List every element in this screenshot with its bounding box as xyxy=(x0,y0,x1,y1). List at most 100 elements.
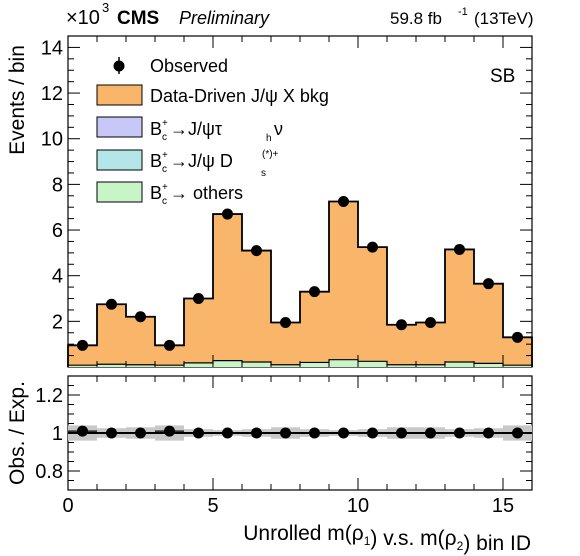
ratio-point-14 xyxy=(454,427,465,439)
ratio-point-3 xyxy=(135,427,146,439)
main-y-tick-label-6: 12 xyxy=(41,83,63,105)
others-bar-12 xyxy=(387,364,416,367)
region-label: SB xyxy=(490,66,515,87)
ratio-x-axis: 0 5 10 15 xyxy=(62,376,533,517)
legend-bc-tau-b: B xyxy=(150,119,162,139)
others-bar-15 xyxy=(474,363,503,367)
legend-bc-others-sub: c xyxy=(162,196,167,207)
others-bar-9 xyxy=(300,362,329,367)
legend-item-bc-tau: B + c →J/ψτ h ν xyxy=(96,116,283,144)
bkg-bar-6 xyxy=(213,214,242,367)
x-tick-label-4: 15 xyxy=(492,495,514,517)
bkg-bar-1 xyxy=(68,345,97,367)
bkg-bar-15 xyxy=(474,283,503,367)
ratio-point-2 xyxy=(106,427,117,439)
bkg-bar-8 xyxy=(271,322,300,367)
legend-item-bkg: Data-Driven J/ψ X bkg xyxy=(96,84,329,106)
main-y-tick-label-3: 6 xyxy=(52,220,63,242)
main-y-tick-label-5: 10 xyxy=(41,129,63,151)
ratio-plot-panel: 0.8 1 1.2 0 5 10 15 Obs. / Exp. xyxy=(6,375,533,517)
header: ×10 3 CMS Preliminary 59.8 fb -1 (13TeV) xyxy=(66,0,534,29)
main-x-ticks xyxy=(67,36,533,367)
observed-point-7 xyxy=(251,245,262,257)
main-y-tick-label-4: 8 xyxy=(52,174,63,196)
others-bar-13 xyxy=(416,364,445,367)
legend-bc-ds-sub: c xyxy=(162,164,167,175)
others-bar-8 xyxy=(271,364,300,367)
x-axis-title-text: Unrolled m(ρ1) v.s. m(ρ2) bin ID xyxy=(243,522,531,555)
others-bar-6 xyxy=(213,360,242,367)
observed-point-13 xyxy=(425,316,436,328)
ratio-point-12 xyxy=(396,427,407,439)
observed-points xyxy=(77,196,523,351)
ratio-point-1 xyxy=(77,425,88,437)
observed-point-14 xyxy=(454,243,465,255)
observed-point-15 xyxy=(483,278,494,290)
observed-point-12 xyxy=(396,319,407,331)
legend-bc-tau-swatch xyxy=(96,116,143,138)
legend-bc-others-sup: + xyxy=(162,182,168,193)
ratio-y-axis-title: Obs. / Exp. xyxy=(6,381,29,485)
bkg-bar-9 xyxy=(300,291,329,367)
ratio-point-8 xyxy=(280,427,291,439)
observed-point-3 xyxy=(135,311,146,323)
bkg-bar-10 xyxy=(329,201,358,367)
experiment-label: CMS xyxy=(117,8,159,29)
observed-point-9 xyxy=(309,286,320,298)
bkg-bar-11 xyxy=(358,247,387,367)
bkg-bar-4 xyxy=(155,345,184,367)
observed-point-6 xyxy=(222,208,233,220)
bkg-bar-2 xyxy=(97,304,126,367)
lumi-label: 59.8 fb xyxy=(390,9,442,28)
ratio-y-tick-label-3: 1.2 xyxy=(35,385,63,407)
bkg-bar-14 xyxy=(445,249,474,367)
status-label: Preliminary xyxy=(179,8,270,28)
others-bar-10 xyxy=(329,359,358,367)
legend-observed-label: Observed xyxy=(150,56,228,76)
main-histogram xyxy=(67,200,533,367)
legend-item-observed: Observed xyxy=(113,56,228,76)
ratio-point-13 xyxy=(425,427,436,439)
bkg-bar-7 xyxy=(242,250,271,367)
legend-bkg-label: Data-Driven J/ψ X bkg xyxy=(150,86,329,106)
legend-bc-ds-sup2: (*)+ xyxy=(262,149,279,160)
ratio-point-6 xyxy=(222,427,233,439)
observed-point-10 xyxy=(338,196,349,207)
legend-bc-tau-rest: →J/ψτ xyxy=(170,119,222,139)
observed-point-5 xyxy=(193,293,204,305)
main-y-tick-label-7: 14 xyxy=(41,37,63,59)
legend-bc-ds-rest: →J/ψ D xyxy=(170,151,233,171)
bkg-bar-13 xyxy=(416,322,445,367)
observed-point-8 xyxy=(280,316,291,328)
bkg-bar-5 xyxy=(184,298,213,367)
x-axis-title: Unrolled m(ρ1) v.s. m(ρ2) bin ID xyxy=(243,522,531,555)
legend-bc-tau-tail: ν xyxy=(274,119,283,139)
bkg-bar-12 xyxy=(387,324,416,367)
others-bar-7 xyxy=(242,361,271,367)
ratio-point-10 xyxy=(338,427,349,439)
ratio-point-9 xyxy=(309,427,320,439)
others-bar-2 xyxy=(97,364,126,367)
others-bar-5 xyxy=(184,362,213,367)
legend-item-bc-ds: B + c →J/ψ D s (*)+ xyxy=(96,149,279,179)
main-y-tick-label-2: 4 xyxy=(52,266,63,288)
legend-bc-tau-sup: + xyxy=(162,118,168,129)
ratio-point-11 xyxy=(367,427,378,439)
lumi-unit-power: -1 xyxy=(458,6,468,18)
others-bar-16 xyxy=(503,365,532,367)
legend-bc-ds-sub2: s xyxy=(261,168,266,179)
others-bar-4 xyxy=(155,365,184,367)
ratio-y-tick-label-2: 1 xyxy=(52,423,63,445)
x-tick-label-2: 5 xyxy=(207,495,218,517)
energy-label: (13TeV) xyxy=(474,9,534,28)
legend-bc-ds-swatch xyxy=(96,149,143,171)
x-tick-label-1: 0 xyxy=(62,495,73,517)
observed-point-16 xyxy=(512,331,523,343)
legend-bc-ds-sup: + xyxy=(162,150,168,161)
ratio-points xyxy=(68,425,532,439)
observed-point-11 xyxy=(367,241,378,253)
legend-bc-ds-b: B xyxy=(150,151,162,171)
bkg-bar-3 xyxy=(126,316,155,367)
ratio-point-16 xyxy=(512,427,523,439)
